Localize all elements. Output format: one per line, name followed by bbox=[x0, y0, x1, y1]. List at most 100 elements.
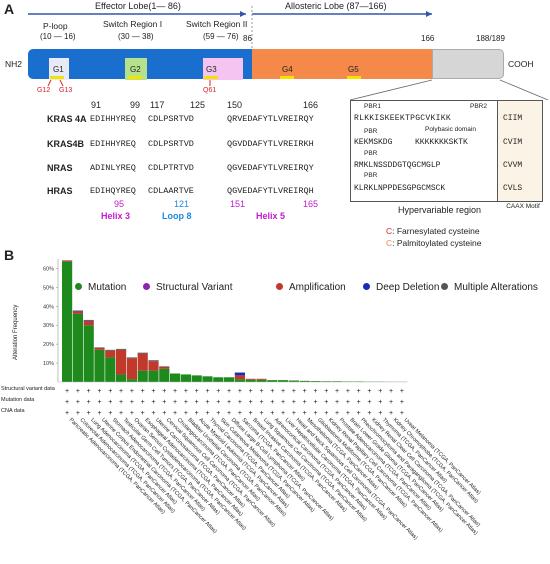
p-loop-range: (10 — 16) bbox=[40, 32, 76, 41]
track-mark: + bbox=[184, 388, 188, 395]
track-mark: + bbox=[108, 410, 112, 417]
pbr-tag-4: PBR bbox=[364, 172, 378, 179]
seq-pos-125: 125 bbox=[190, 100, 206, 110]
legend-multiple-dot bbox=[441, 283, 448, 290]
switch-1-range: (30 — 38) bbox=[118, 32, 154, 41]
bar-amplification bbox=[256, 378, 267, 380]
bar-amplification bbox=[126, 358, 137, 380]
bar-mutation bbox=[180, 374, 191, 382]
track-mark: + bbox=[151, 410, 155, 417]
seq-name: NRAS bbox=[47, 163, 73, 173]
bar-amplification bbox=[116, 349, 127, 375]
track-mark: + bbox=[249, 388, 253, 395]
farnesylated-legend: C: Farnesylated cysteine bbox=[386, 227, 480, 236]
bar-mutation bbox=[310, 381, 321, 382]
bar-mutation bbox=[191, 375, 202, 382]
track-mark: + bbox=[303, 399, 307, 406]
position-188: 188/189 bbox=[476, 34, 505, 43]
c-terminus: COOH bbox=[508, 59, 534, 69]
seq-pos-165: 165 bbox=[303, 199, 319, 209]
y-tick-label: 10% bbox=[43, 361, 54, 367]
seq-segment-1: EDIHQYREQ bbox=[90, 186, 136, 196]
y-tick-label: 50% bbox=[43, 285, 54, 291]
track-mark: + bbox=[108, 399, 112, 406]
track-mark: + bbox=[238, 388, 242, 395]
track-mark: + bbox=[87, 388, 91, 395]
track-mark: + bbox=[195, 399, 199, 406]
track-mark: + bbox=[205, 410, 209, 417]
track-mark: + bbox=[303, 410, 307, 417]
track-mark: + bbox=[130, 410, 134, 417]
caax-row-4: CVLS bbox=[503, 184, 523, 193]
legend-structural-label: Structural Variant bbox=[156, 282, 233, 293]
legend-amplification-label: Amplification bbox=[289, 282, 346, 293]
seq-segment-3: QGVDDAFYTLVREIRKH bbox=[227, 139, 314, 149]
bar-multiple-alterations bbox=[94, 347, 105, 348]
seq-segment-1: EDIHHYREQ bbox=[90, 114, 136, 124]
track-mark: + bbox=[378, 388, 382, 395]
track-mark: + bbox=[324, 410, 328, 417]
n-terminus: NH2 bbox=[5, 59, 23, 69]
track-mark: + bbox=[313, 388, 317, 395]
bar-mutation bbox=[267, 380, 278, 382]
track-mark: + bbox=[324, 399, 328, 406]
track-mark: + bbox=[259, 399, 263, 406]
q61-mutation: Q61 bbox=[203, 87, 217, 94]
track-mark: + bbox=[238, 399, 242, 406]
bar-multiple-alterations bbox=[137, 352, 148, 354]
seq-pos-99: 99 bbox=[130, 100, 141, 110]
bar-amplification bbox=[94, 347, 105, 350]
domain-brackets bbox=[28, 6, 549, 100]
track-mark: + bbox=[119, 399, 123, 406]
legend-mutation-label: Mutation bbox=[88, 282, 127, 293]
track-mark: + bbox=[76, 399, 80, 406]
g13-mutation: G13 bbox=[59, 87, 73, 94]
bar-mutation bbox=[213, 377, 224, 382]
track-mark: + bbox=[173, 410, 177, 417]
track-mark: + bbox=[151, 388, 155, 395]
legend-structural: Structural Variant bbox=[143, 283, 233, 293]
linker-bar bbox=[243, 49, 252, 79]
bar-amplification bbox=[234, 375, 245, 380]
track-mark: + bbox=[357, 410, 361, 417]
bar-multiple-alterations bbox=[105, 349, 116, 351]
track-mark: + bbox=[227, 388, 231, 395]
hvr-row-2-pre: KEKMSKDG bbox=[354, 138, 393, 147]
hvr-domain-bar bbox=[432, 49, 504, 79]
bar-amplification bbox=[159, 366, 170, 369]
legend-deep-deletion-dot bbox=[363, 283, 370, 290]
bar-multiple-alterations bbox=[72, 310, 83, 312]
bar-mutation bbox=[72, 313, 83, 382]
switch-2-range: (59 — 76) bbox=[203, 32, 239, 41]
bar-mutation bbox=[202, 376, 213, 382]
g2-label: G2 bbox=[130, 65, 141, 74]
bar-amplification bbox=[62, 260, 73, 262]
seq-pos-151: 151 bbox=[230, 199, 246, 209]
switch-2-box bbox=[203, 58, 243, 80]
bar-mutation bbox=[116, 374, 127, 382]
seq-segment-3: QGVEDAFYTLVREIRQH bbox=[227, 186, 314, 196]
track-mark: + bbox=[97, 399, 101, 406]
legend-mutation: Mutation bbox=[75, 283, 126, 293]
track-mark: + bbox=[292, 399, 296, 406]
track-mark: + bbox=[76, 410, 80, 417]
track-mark: + bbox=[173, 399, 177, 406]
track-mark: + bbox=[130, 399, 134, 406]
track-mark: + bbox=[249, 399, 253, 406]
track-mark: + bbox=[313, 399, 317, 406]
g12-mutation: G12 bbox=[37, 87, 51, 94]
pbr2-tag: PBR2 bbox=[470, 103, 487, 110]
position-166: 166 bbox=[421, 34, 435, 43]
y-tick-label: 30% bbox=[43, 323, 54, 329]
seq-segment-2: CDLPSRTVD bbox=[148, 114, 194, 124]
farnesylated-text: : Farnesylated cysteine bbox=[392, 226, 480, 236]
track-mark: + bbox=[195, 410, 199, 417]
track-mark: + bbox=[378, 399, 382, 406]
track-mark: + bbox=[292, 388, 296, 395]
g-box-markers bbox=[47, 76, 361, 87]
pbr-tag-2: PBR bbox=[364, 128, 378, 135]
track-mark: + bbox=[281, 388, 285, 395]
track-mark: + bbox=[227, 399, 231, 406]
seq-pos-150: 150 bbox=[227, 100, 243, 110]
